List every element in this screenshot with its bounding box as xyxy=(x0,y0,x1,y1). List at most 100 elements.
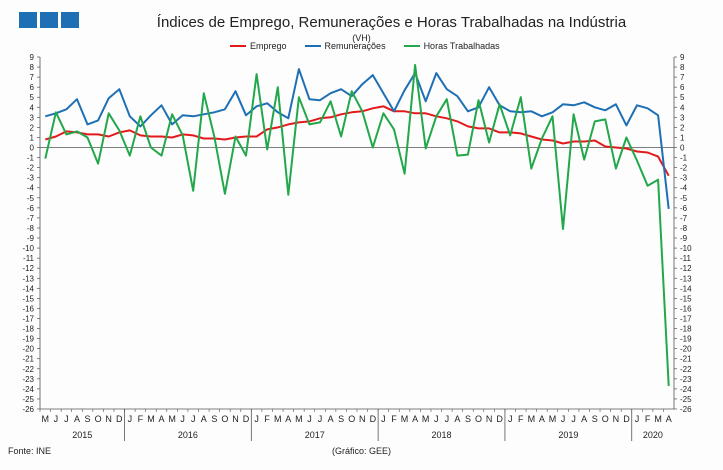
y-tick-label-right: -14 xyxy=(680,284,692,293)
series-line xyxy=(45,68,670,210)
y-tick-label-left: -19 xyxy=(22,335,34,344)
y-tick-label-right: -22 xyxy=(680,365,692,374)
y-tick-label-right: 2 xyxy=(680,123,685,132)
year-label: 2017 xyxy=(305,430,325,440)
x-tick-label: S xyxy=(465,414,471,424)
y-tick-label-right: -21 xyxy=(680,355,692,364)
y-tick-label-right: -25 xyxy=(680,395,692,404)
y-tick-label-right: -24 xyxy=(680,385,692,394)
y-tick-label-right: 5 xyxy=(680,93,685,102)
y-tick-label-right: -16 xyxy=(680,304,692,313)
x-tick-label: A xyxy=(328,414,334,424)
y-tick-label-right: 6 xyxy=(680,83,685,92)
y-tick-label-left: -5 xyxy=(27,194,35,203)
y-tick-label-right: -7 xyxy=(680,214,688,223)
x-tick-label: D xyxy=(243,414,250,424)
y-tick-label-left: -22 xyxy=(22,365,34,374)
logo-block xyxy=(40,12,58,28)
y-tick-label-left: -4 xyxy=(27,184,35,193)
legend-swatch xyxy=(230,45,246,47)
x-tick-label: M xyxy=(422,414,430,424)
y-tick-label-right: -10 xyxy=(680,244,692,253)
x-tick-label: J xyxy=(508,414,513,424)
legend-item-remuneracoes: Remunerações xyxy=(304,41,386,51)
y-tick-label-left: 8 xyxy=(30,63,35,72)
x-tick-label: F xyxy=(518,414,524,424)
year-label: 2018 xyxy=(432,430,452,440)
x-tick-label: M xyxy=(528,414,536,424)
y-tick-label-right: 9 xyxy=(680,53,685,62)
y-tick-label-left: -3 xyxy=(27,174,35,183)
x-tick-label: N xyxy=(359,414,366,424)
y-tick-label-left: -26 xyxy=(22,405,34,414)
x-tick-label: M xyxy=(654,414,662,424)
x-tick-label: M xyxy=(295,414,303,424)
y-tick-label-left: 6 xyxy=(30,83,35,92)
y-tick-label-left: -23 xyxy=(22,375,34,384)
x-tick-label: S xyxy=(338,414,344,424)
x-tick-label: D xyxy=(370,414,377,424)
y-tick-label-right: 3 xyxy=(680,113,685,122)
x-tick-label: D xyxy=(116,414,123,424)
y-tick-label-right: -1 xyxy=(680,154,688,163)
x-tick-label: A xyxy=(581,414,587,424)
x-tick-label: F xyxy=(391,414,397,424)
legend-swatch xyxy=(304,45,321,47)
x-tick-label: N xyxy=(105,414,112,424)
x-tick-label: S xyxy=(85,414,91,424)
logo-block xyxy=(61,12,79,28)
y-tick-label-left: -21 xyxy=(22,355,34,364)
y-tick-label-right: -17 xyxy=(680,314,692,323)
x-tick-label: J xyxy=(381,414,386,424)
y-tick-label-left: 4 xyxy=(30,103,35,112)
x-tick-label: F xyxy=(264,414,270,424)
y-tick-label-right: -11 xyxy=(680,254,692,263)
y-tick-label-right: 4 xyxy=(680,103,685,112)
y-tick-label-right: -26 xyxy=(680,405,692,414)
x-tick-label: O xyxy=(602,414,609,424)
y-tick-label-left: 9 xyxy=(30,53,35,62)
y-tick-label-left: -12 xyxy=(22,264,34,273)
series-line xyxy=(44,64,670,386)
x-tick-label: J xyxy=(445,414,450,424)
year-label: 2015 xyxy=(72,430,92,440)
x-tick-label: J xyxy=(434,414,439,424)
y-tick-label-left: -25 xyxy=(22,395,34,404)
y-tick-label-right: 7 xyxy=(680,73,685,82)
x-tick-label: J xyxy=(571,414,576,424)
x-tick-label: A xyxy=(412,414,418,424)
y-tick-label-left: 3 xyxy=(30,113,35,122)
x-tick-label: M xyxy=(168,414,176,424)
y-tick-label-left: -17 xyxy=(22,314,34,323)
y-tick-label-left: -6 xyxy=(27,204,35,213)
y-tick-label-left: -24 xyxy=(22,385,34,394)
x-tick-label: J xyxy=(561,414,566,424)
y-tick-label-left: -18 xyxy=(22,325,34,334)
x-tick-label: F xyxy=(645,414,651,424)
x-tick-label: O xyxy=(221,414,228,424)
x-tick-label: O xyxy=(95,414,102,424)
x-tick-label: J xyxy=(191,414,196,424)
y-tick-label-left: 2 xyxy=(30,123,35,132)
legend-label: Emprego xyxy=(250,41,287,51)
y-tick-label-left: -14 xyxy=(22,284,34,293)
y-tick-label-right: -19 xyxy=(680,335,692,344)
x-tick-label: A xyxy=(74,414,80,424)
y-tick-label-right: 0 xyxy=(680,144,685,153)
y-tick-label-left: 7 xyxy=(30,73,35,82)
year-label: 2016 xyxy=(178,430,198,440)
x-tick-label: J xyxy=(307,414,312,424)
x-tick-label: J xyxy=(635,414,640,424)
series-line xyxy=(45,105,670,177)
x-tick-label: J xyxy=(64,414,69,424)
x-tick-label: A xyxy=(454,414,460,424)
y-tick-label-left: -2 xyxy=(27,164,35,173)
y-tick-label-left: -1 xyxy=(27,154,35,163)
x-tick-label: J xyxy=(54,414,59,424)
x-tick-label: M xyxy=(42,414,50,424)
x-tick-label: N xyxy=(232,414,239,424)
x-tick-label: J xyxy=(128,414,133,424)
chart-unit: (VH) xyxy=(352,33,371,43)
x-tick-label: N xyxy=(486,414,493,424)
x-tick-label: J xyxy=(254,414,259,424)
